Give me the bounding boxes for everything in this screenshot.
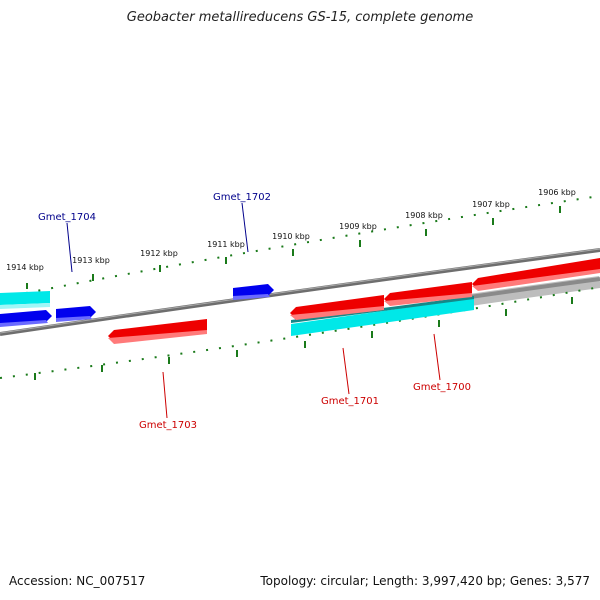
tick-label-1911: 1911 kbp: [207, 240, 245, 249]
leader-gmet-1700: [433, 333, 441, 381]
gene-label-gmet-1703[interactable]: Gmet_1703: [139, 420, 197, 431]
backbone-inner-light: [469, 276, 600, 306]
map-title: Geobacter metallireducens GS-15, complet…: [126, 10, 474, 25]
gene-label-gmet-1702[interactable]: Gmet_1702: [213, 192, 271, 203]
gene-label-gmet-1704[interactable]: Gmet_1704: [38, 212, 96, 223]
gene-gmet-1701-arrow[interactable]: [384, 282, 472, 306]
inner-tick-arc: [0, 286, 600, 379]
gene-label-gmet-1701[interactable]: Gmet_1701: [321, 396, 379, 407]
gene-gmet-1704b-arrow[interactable]: [56, 306, 96, 322]
genome-summary-text: Topology: circular; Length: 3,997,420 bp…: [260, 574, 590, 588]
leader-gmet-1704: [66, 222, 73, 273]
backbone-inner-dark: [469, 277, 600, 299]
gene-gmet-1701a-arrow[interactable]: [290, 295, 384, 320]
tick-label-1910: 1910 kbp: [272, 232, 310, 241]
leader-gmet-1703: [162, 371, 168, 419]
gene-gmet-1700-arrow[interactable]: [472, 258, 600, 291]
gene-gmet-1704-arrow[interactable]: [0, 310, 52, 327]
leader-gmet-1702: [241, 202, 249, 253]
gene-label-gmet-1700[interactable]: Gmet_1700: [413, 382, 471, 393]
tick-label-1908: 1908 kbp: [405, 211, 443, 220]
tick-label-1907: 1907 kbp: [472, 200, 510, 209]
tick-label-1912: 1912 kbp: [140, 249, 178, 258]
tick-label-1906: 1906 kbp: [538, 188, 576, 197]
gene-gmet-1702-arrow[interactable]: [233, 284, 274, 300]
inner-major-ticks: [34, 297, 573, 380]
tick-label-1914: 1914 kbp: [6, 263, 44, 272]
gene-gmet-1703-arrow[interactable]: [108, 319, 207, 344]
accession-text: Accession: NC_007517: [9, 574, 146, 588]
backbone-outer-highlight: [0, 248, 600, 334]
cds-feature-left: [0, 291, 50, 309]
leader-gmet-1701: [342, 347, 350, 395]
tick-label-1913: 1913 kbp: [72, 256, 110, 265]
outer-major-ticks: [26, 206, 561, 289]
backbone-outer: [0, 248, 600, 336]
tick-label-1909: 1909 kbp: [339, 222, 377, 231]
